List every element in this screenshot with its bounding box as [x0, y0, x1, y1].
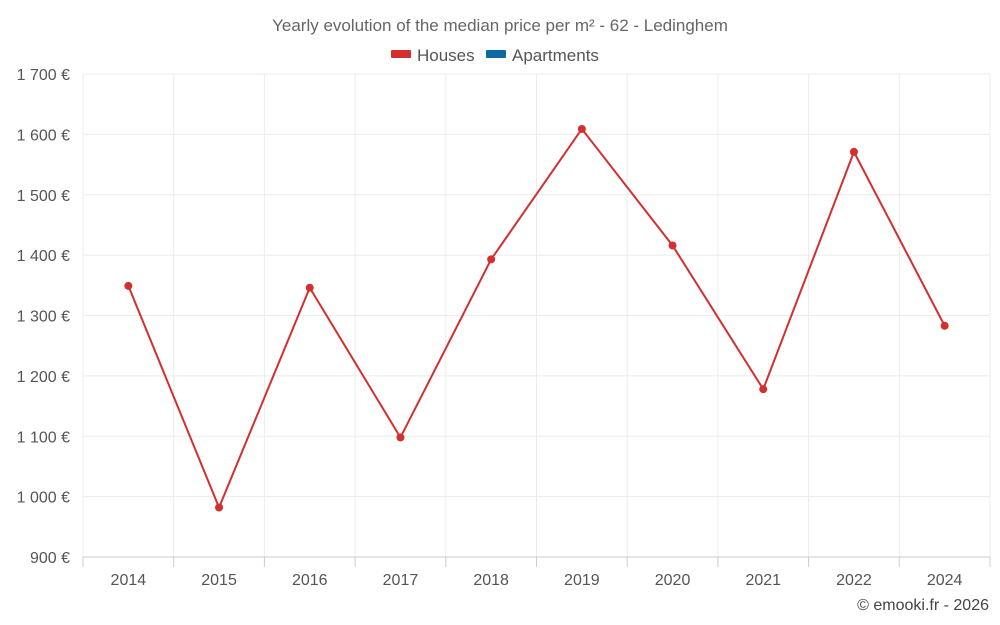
- x-tick-label: 2020: [655, 572, 691, 589]
- x-tick-label: 2016: [292, 572, 328, 589]
- y-tick-label: 1 100 €: [17, 429, 70, 446]
- legend[interactable]: Houses Apartments: [391, 46, 599, 65]
- x-tick-label: 2019: [564, 572, 600, 589]
- data-point-houses[interactable]: [396, 433, 405, 442]
- y-tick-label: 1 000 €: [17, 490, 70, 507]
- y-tick-label: 900 €: [30, 550, 70, 567]
- data-point-houses[interactable]: [577, 124, 586, 133]
- y-tick-label: 1 600 €: [17, 127, 70, 144]
- x-tick-label: 2018: [473, 572, 509, 589]
- series-line-houses: [127, 127, 946, 509]
- y-tick-label: 1 200 €: [17, 369, 70, 386]
- y-tick-label: 1 500 €: [17, 188, 70, 205]
- y-axis-ticks: 900 € 1 000 € 1 100 € 1 200 € 1 300 € 1 400 €…: [17, 67, 70, 567]
- legend-swatch-houses: [391, 50, 411, 58]
- data-point-houses[interactable]: [759, 385, 768, 394]
- credit-text: © emooki.fr - 2026: [857, 597, 989, 614]
- x-tick-label: 2015: [201, 572, 237, 589]
- x-axis-ticks: 2014 2015 2016 2017 2018 2019 2020 2021 2022 2024: [82, 557, 991, 589]
- chart-title: Yearly evolution of the median price per…: [272, 16, 728, 35]
- data-point-houses[interactable]: [940, 321, 949, 330]
- x-tick-label: 2017: [383, 572, 419, 589]
- legend-item-apartments[interactable]: Apartments: [486, 46, 599, 65]
- data-point-houses[interactable]: [668, 241, 677, 250]
- legend-label-apartments: Apartments: [512, 46, 599, 65]
- series-houses: [124, 124, 949, 512]
- x-tick-label: 2014: [111, 572, 147, 589]
- data-point-houses[interactable]: [305, 283, 314, 292]
- grid: [82, 73, 991, 558]
- y-tick-label: 1 300 €: [17, 309, 70, 326]
- y-tick-label: 1 400 €: [17, 248, 70, 265]
- data-point-houses[interactable]: [849, 147, 858, 156]
- legend-label-houses: Houses: [417, 46, 475, 65]
- data-point-houses[interactable]: [487, 255, 496, 264]
- x-tick-label: 2021: [745, 572, 781, 589]
- data-point-houses[interactable]: [124, 281, 133, 290]
- x-tick-label: 2022: [836, 572, 872, 589]
- x-tick-label: 2024: [927, 572, 963, 589]
- data-point-houses[interactable]: [215, 503, 224, 512]
- y-tick-label: 1 700 €: [17, 67, 70, 84]
- legend-swatch-apartments: [486, 50, 506, 58]
- legend-item-houses[interactable]: Houses: [391, 46, 475, 65]
